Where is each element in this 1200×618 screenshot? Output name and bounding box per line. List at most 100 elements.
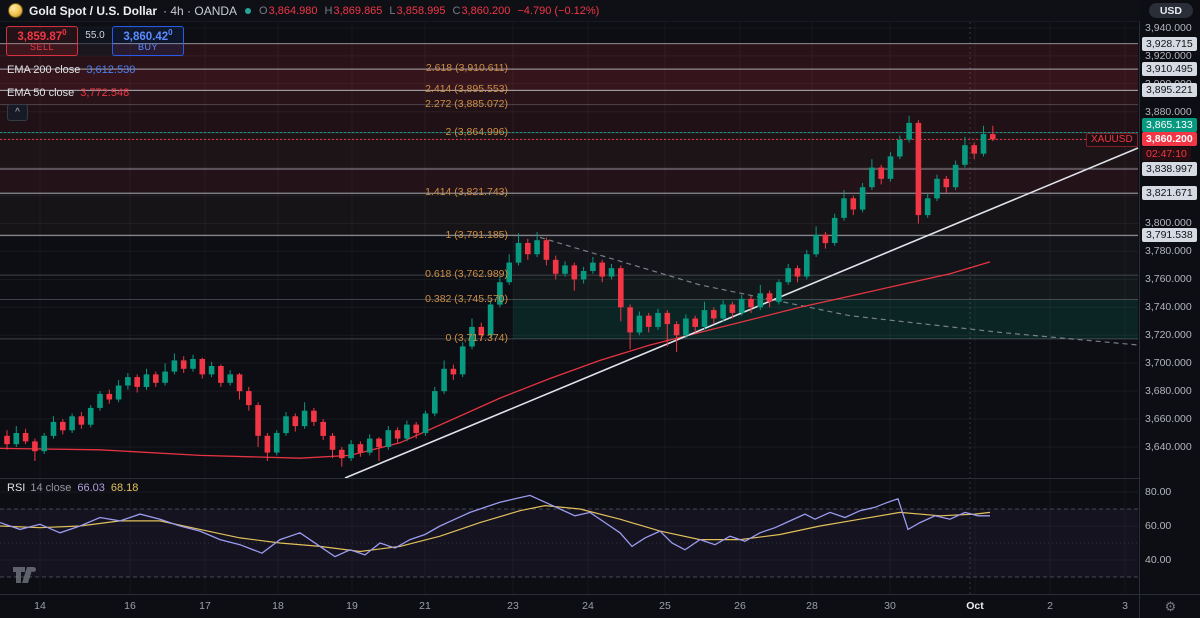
price-axis-label: 3,660.000 bbox=[1145, 413, 1192, 426]
sell-label: SELL bbox=[29, 42, 55, 53]
buy-price-sup: 0 bbox=[168, 27, 173, 37]
price-line-badge: 3,928.715 bbox=[1142, 36, 1197, 51]
spread-value: 55.0 bbox=[78, 26, 112, 56]
time-axis-label: 17 bbox=[199, 600, 211, 612]
fib-level-label: 1.414 (3,821.743) bbox=[425, 186, 508, 199]
symbol-title[interactable]: Gold Spot / U.S. Dollar bbox=[29, 3, 158, 18]
tradingview-logo[interactable] bbox=[12, 566, 38, 589]
ema200-line bbox=[539, 236, 1139, 346]
sell-button[interactable]: 3,859.870 SELL bbox=[6, 26, 78, 56]
symbol-logo-icon bbox=[8, 3, 23, 18]
price-axis[interactable]: 3,940.0003,920.0003,900.0003,880.0003,80… bbox=[1139, 0, 1200, 594]
fib-level-label: 0.618 (3,762.989) bbox=[425, 268, 508, 281]
fib-level-label: 2.414 (3,895.553) bbox=[425, 82, 508, 95]
price-line-badge: 3,895.221 bbox=[1142, 83, 1197, 98]
ema50-legend[interactable]: EMA 50 close 3,772.548 bbox=[7, 87, 129, 99]
rsi-value: 66.03 bbox=[77, 482, 105, 494]
price-axis-label: 3,720.000 bbox=[1145, 329, 1192, 342]
bar-countdown: 02:47:10 bbox=[1142, 146, 1191, 161]
ema200-value: 3,612.530 bbox=[86, 64, 136, 76]
price-line-symbol-tag: XAUUSD bbox=[1086, 133, 1138, 148]
ohlc-values: O 3,864.980 H 3,869.865 L 3,858.995 C 3,860.… bbox=[259, 5, 599, 17]
fib-band bbox=[513, 275, 1138, 300]
price-axis-label: 3,760.000 bbox=[1145, 273, 1192, 286]
price-axis-label: 3,680.000 bbox=[1145, 385, 1192, 398]
ema200-legend[interactable]: EMA 200 close 3,612.530 bbox=[7, 64, 135, 76]
candles-group bbox=[4, 115, 996, 467]
ema50-label: EMA 50 close bbox=[7, 87, 75, 99]
time-axis-label: 30 bbox=[884, 600, 896, 612]
price-line-badge: 3,838.997 bbox=[1142, 162, 1197, 176]
time-axis-label: Oct bbox=[966, 600, 984, 612]
price-axis-label: 3,640.000 bbox=[1145, 441, 1192, 453]
open-key: O bbox=[259, 4, 268, 17]
alert-price-badge: 3,865.133 bbox=[1142, 117, 1197, 132]
low-value: 3,858.995 bbox=[396, 4, 446, 17]
currency-toggle-button[interactable]: USD bbox=[1148, 3, 1193, 18]
price-axis-label: 3,940.000 bbox=[1145, 21, 1192, 34]
price-axis-label: 3,700.000 bbox=[1145, 357, 1192, 370]
rsi-axis-label: 40.00 bbox=[1145, 554, 1172, 566]
fib-band bbox=[0, 69, 1138, 90]
fib-retracement-labels[interactable]: 2.618 (3,910.611) 2.414 (3,895.553) 2.272 … bbox=[0, 0, 508, 478]
price-line-badge: 3,910.495 bbox=[1142, 62, 1197, 77]
fib-level-label: 2 (3,864.996) bbox=[445, 125, 508, 138]
close-key: C bbox=[452, 4, 461, 17]
fib-level-label: 2.272 (3,885.072) bbox=[425, 97, 508, 110]
time-axis-label: 28 bbox=[806, 600, 818, 612]
price-axis-label: 3,740.000 bbox=[1145, 301, 1192, 314]
time-axis-label: 26 bbox=[734, 600, 746, 612]
time-axis-label: 2 bbox=[1047, 600, 1053, 612]
time-axis-label: 21 bbox=[419, 600, 431, 612]
chart-header: Gold Spot / U.S. Dollar · 4h · OANDA O 3,… bbox=[0, 0, 1140, 22]
rsi-label: RSI bbox=[7, 482, 26, 494]
rsi-axis-label: 80.00 bbox=[1145, 486, 1172, 498]
price-line-badge: 3,791.538 bbox=[1142, 228, 1197, 243]
price-axis-label: 3,780.000 bbox=[1145, 245, 1192, 258]
change-value: −4.790 (−0.12%) bbox=[517, 4, 600, 17]
time-axis-label: 16 bbox=[124, 600, 136, 612]
time-axis-label: 14 bbox=[34, 600, 46, 612]
sell-price-sup: 0 bbox=[62, 27, 67, 37]
fib-band bbox=[0, 132, 1138, 169]
axis-corner: ⚙ bbox=[1139, 595, 1200, 618]
time-axis-label: 3 bbox=[1122, 600, 1128, 612]
fib-band bbox=[0, 43, 1138, 69]
time-axis-label: 23 bbox=[507, 600, 519, 612]
fib-band bbox=[0, 90, 1138, 105]
time-axis-label: 18 bbox=[272, 600, 284, 612]
sell-price: 3,859.87 bbox=[17, 30, 63, 43]
settings-gear-icon[interactable]: ⚙ bbox=[1164, 598, 1177, 614]
fib-band bbox=[0, 193, 1138, 236]
time-axis[interactable]: 14 16 17 18 19 21 23 24 25 26 28 30 Oct 2 3 bbox=[0, 595, 1138, 618]
buy-price: 3,860.42 bbox=[123, 30, 169, 43]
ema50-line bbox=[0, 261, 991, 459]
price-axis-label: 3,880.000 bbox=[1145, 105, 1192, 118]
price-axis-label: 3,800.000 bbox=[1145, 217, 1192, 230]
buy-label: BUY bbox=[137, 42, 158, 53]
time-axis-label: 24 bbox=[582, 600, 594, 612]
buy-button[interactable]: 3,860.420 BUY bbox=[112, 26, 184, 56]
order-panel: 3,859.870 SELL 55.0 3,860.420 BUY bbox=[6, 26, 184, 56]
open-value: 3,864.980 bbox=[268, 4, 318, 17]
rsi-zone bbox=[0, 509, 1138, 577]
fib-level-label: 2.618 (3,910.611) bbox=[425, 61, 508, 74]
rsi-params: 14 close bbox=[30, 482, 72, 494]
fib-level-label: 0.382 (3,745.570) bbox=[425, 292, 508, 305]
close-value: 3,860.200 bbox=[461, 4, 511, 17]
fib-band bbox=[513, 299, 1138, 339]
rsi-legend[interactable]: RSI 14 close 66.03 68.18 bbox=[7, 482, 138, 494]
rsi-axis-label: 60.00 bbox=[1145, 520, 1172, 532]
fib-band bbox=[0, 104, 1138, 133]
price-axis-label: 3,920.000 bbox=[1145, 49, 1192, 62]
price-line-badge: 3,821.671 bbox=[1142, 186, 1197, 201]
collapse-panel-button[interactable]: ^ bbox=[7, 104, 28, 121]
time-axis-label: 25 bbox=[659, 600, 671, 612]
current-price-badge: 3,860.200 bbox=[1142, 132, 1197, 147]
rsi-ma-value: 68.18 bbox=[110, 482, 139, 494]
symbol-subtitle[interactable]: · 4h · OANDA bbox=[163, 3, 238, 18]
ema200-label: EMA 200 close bbox=[7, 64, 81, 76]
market-status-icon bbox=[245, 7, 252, 14]
